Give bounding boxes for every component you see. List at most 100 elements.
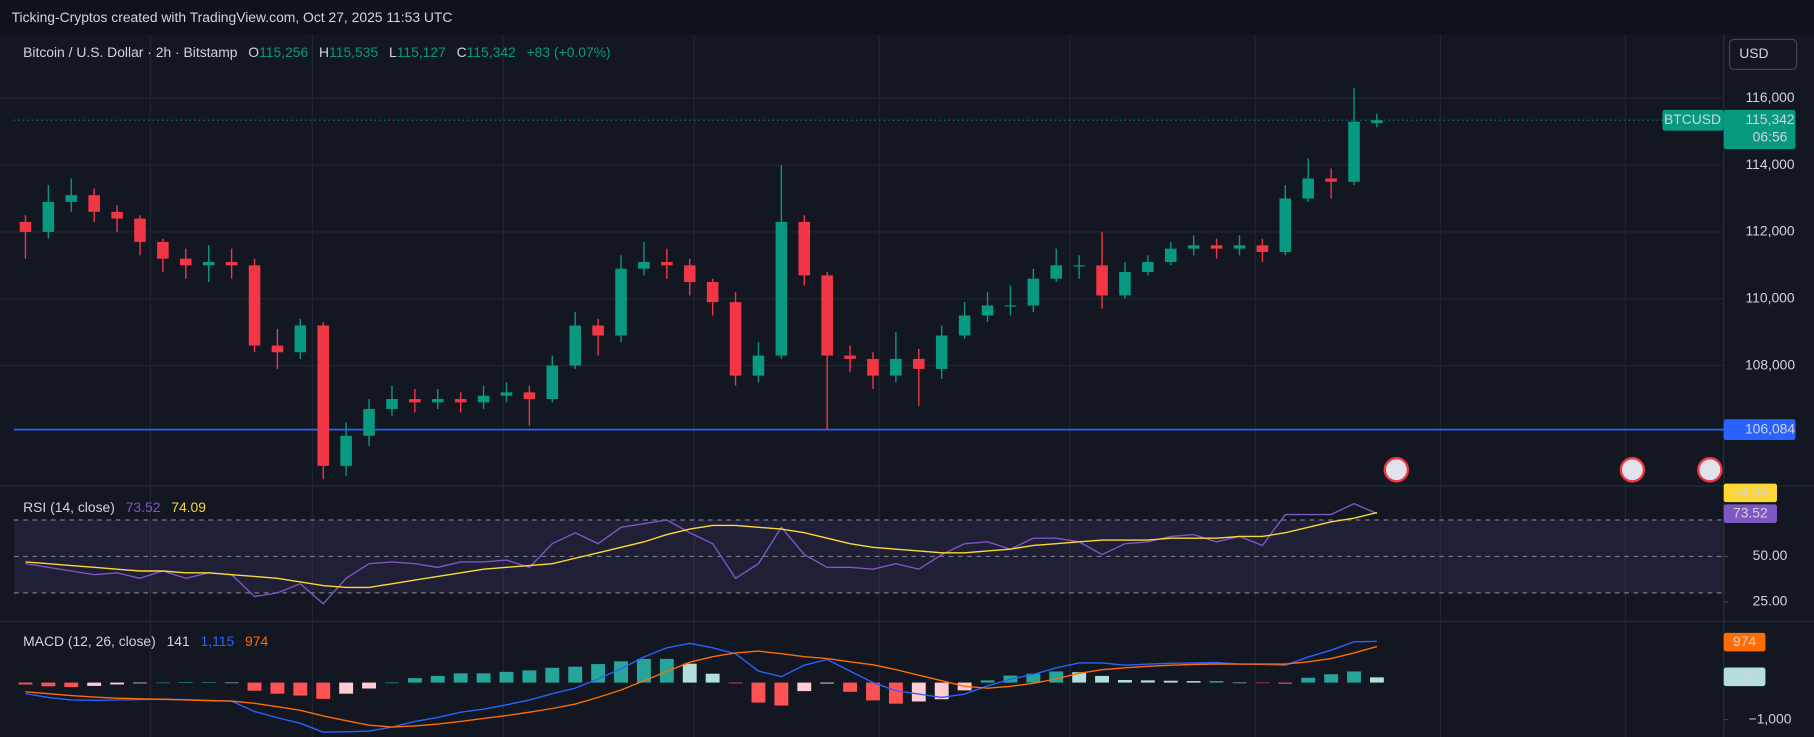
candle-body [890,358,902,376]
legend-label: C [457,44,467,60]
histogram-bar [1140,680,1155,683]
candle-body [134,218,146,242]
candle-body [958,315,971,336]
indicator-line [25,502,1378,605]
candle-body [592,325,604,336]
candle-body [981,305,994,316]
candle-body [88,195,100,212]
candle-body [752,355,765,376]
candle-body [821,275,833,356]
histogram-bar [1072,672,1087,683]
candle-body [111,211,123,219]
histogram-bar [1232,682,1247,684]
histogram-bar [1049,671,1064,683]
histogram-bar [178,682,193,683]
candle-body [317,325,330,466]
candle-body [340,435,352,466]
histogram-bar [407,678,422,683]
histogram-bar [293,682,308,696]
candle-body [661,262,673,266]
candle-body [363,409,375,436]
symbol-box [1662,109,1724,131]
histogram-bar [591,664,606,683]
candle-body [569,325,581,366]
y-tick-label: 50.00 [1753,547,1788,563]
histogram-bar [201,682,216,683]
hline-label: 106,084 [1745,420,1795,436]
histogram-bar [224,682,239,684]
histogram-bar [1255,682,1270,684]
histogram-bar [1026,673,1041,683]
candle-body [615,268,627,336]
histogram-value: 141 [167,633,190,649]
signal-value: 974 [245,633,268,649]
y-tick-label: −1,000 [1749,710,1792,726]
currency: USD [1739,45,1768,61]
histogram-bar [476,673,491,683]
histogram-bar [980,680,995,683]
indicator-line [25,645,1378,728]
value-label: 74.09 [1733,484,1768,500]
candle-body [1073,265,1085,267]
candle-body [683,265,696,283]
indicator-line [25,640,1377,733]
histogram-bar [339,682,354,694]
value-box [1723,483,1777,503]
legend-value: 115,535 [329,44,378,60]
legend-change: +83 (+0.07%) [527,44,611,60]
histogram-bar [522,670,537,683]
y-tick-label: 108,000 [1745,356,1795,372]
histogram-bar [1118,679,1132,683]
candle-body [248,265,261,346]
top-bar [0,0,1814,35]
histogram-bar [385,682,399,684]
histogram-bar [1324,674,1339,683]
rsi-ma-value: 74.09 [171,499,206,515]
value-box [1723,667,1766,687]
y-tick-label: 112,000 [1745,223,1794,239]
legend-label: O [248,44,259,60]
candle-body [1142,262,1154,273]
histogram-bar [888,682,903,704]
histogram-bar [247,682,262,691]
candle-body [294,325,307,353]
legend-value: 115,342 [467,44,516,60]
histogram-bar [1369,677,1384,683]
histogram-bar [1278,682,1293,684]
histogram-bar [1163,680,1178,683]
candle-body [409,399,421,403]
histogram-bar [705,673,720,683]
price-legend: Bitcoin / U.S. Dollar · 2h · Bitstamp O1… [23,44,611,60]
candle-body [1027,278,1040,306]
rsi-legend: RSI (14, close) 73.52 74.09 [23,499,206,515]
candle-body [225,262,238,266]
candle-body [42,201,55,232]
candle-body [1371,120,1383,124]
candle-body [1302,178,1314,199]
candle-body [477,395,490,403]
candle-body [500,392,513,396]
candle-body [1119,272,1131,296]
macd-legend: MACD (12, 26, close) 141 1,115 974 [23,633,268,649]
histogram-bar [1209,681,1224,683]
candle-body [638,262,650,269]
indicator-line [25,511,1378,589]
candle-body [180,258,192,266]
currency-button[interactable] [1728,38,1798,71]
symbol-label: BTCUSD [1664,111,1721,127]
value-label: 73.52 [1733,504,1768,520]
histogram-bar [568,666,583,683]
candle-body [1210,245,1223,249]
candle-body [935,335,948,369]
candle-body [798,221,811,276]
candle-body [1256,245,1269,252]
histogram-bar [155,682,170,684]
histogram-bar [1186,681,1201,683]
last-price-label: 115,342 [1745,111,1794,127]
candle-body [844,355,856,359]
legend-value: 115,256 [259,44,308,60]
histogram-bar [453,673,468,683]
histogram-bar [430,675,445,683]
macd-title: MACD (12, 26, close) [23,633,156,649]
